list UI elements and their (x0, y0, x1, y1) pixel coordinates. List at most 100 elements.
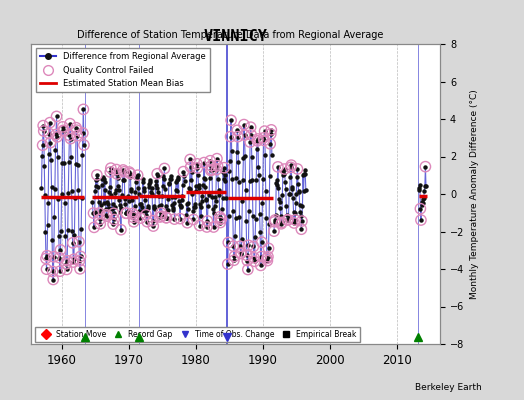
Point (266, 141, 275, 147)
Point (189, 216, 198, 223)
Point (229, 243, 237, 249)
Point (77, 253, 85, 260)
Point (46, 120, 54, 126)
Point (52, 113, 61, 120)
Point (63, 258, 71, 264)
Point (193, 160, 201, 167)
Point (117, 226, 125, 233)
Point (70, 256, 78, 262)
Point (234, 134, 242, 140)
Point (253, 138, 261, 144)
Point (120, 168, 128, 175)
Point (43, 252, 51, 259)
Point (258, 239, 266, 246)
Legend: Station Move, Record Gap, Time of Obs. Change, Empirical Break: Station Move, Record Gap, Time of Obs. C… (35, 326, 360, 342)
Point (90, 224, 99, 230)
Point (160, 165, 169, 172)
Point (213, 156, 221, 162)
Point (293, 166, 302, 172)
Point (89, 210, 97, 216)
Point (283, 217, 291, 223)
Point (50, 254, 58, 260)
Point (291, 217, 299, 223)
Point (259, 135, 268, 141)
Point (183, 220, 192, 226)
Point (250, 254, 258, 261)
Point (56, 247, 64, 253)
Point (170, 216, 179, 222)
Point (206, 158, 214, 164)
Point (287, 162, 296, 168)
Point (195, 222, 204, 229)
Point (230, 253, 238, 260)
Point (109, 221, 117, 227)
Point (243, 252, 251, 258)
Point (53, 134, 61, 140)
Point (246, 124, 255, 130)
Point (264, 245, 272, 252)
Point (95, 210, 103, 216)
Point (65, 132, 73, 138)
Point (128, 210, 137, 217)
Point (80, 142, 88, 148)
Point (216, 216, 225, 222)
Point (257, 254, 266, 260)
Point (187, 164, 195, 170)
Point (148, 218, 157, 224)
Point (106, 169, 114, 175)
Point (278, 219, 286, 226)
Point (72, 127, 81, 133)
Point (208, 166, 216, 173)
Point (134, 172, 142, 178)
Point (162, 214, 170, 221)
Point (233, 127, 242, 134)
Point (56, 268, 64, 274)
Point (230, 257, 238, 264)
Text: Difference of Station Temperature Data from Regional Average: Difference of Station Temperature Data f… (78, 30, 384, 40)
Point (72, 124, 80, 131)
Point (274, 164, 282, 170)
Point (263, 255, 271, 262)
Point (126, 170, 135, 177)
Point (416, 206, 424, 212)
Point (113, 171, 121, 177)
Point (52, 131, 60, 138)
Point (95, 216, 104, 223)
Point (38, 142, 47, 148)
Point (62, 266, 71, 273)
Point (250, 258, 259, 264)
Point (263, 258, 271, 264)
Point (270, 228, 278, 234)
Point (247, 132, 255, 138)
Point (157, 210, 165, 216)
Point (241, 132, 249, 138)
Point (125, 169, 134, 175)
Point (220, 164, 228, 171)
Point (244, 242, 253, 248)
Point (153, 170, 161, 177)
Point (216, 219, 224, 226)
Point (59, 127, 68, 134)
Point (260, 128, 269, 134)
Point (112, 166, 121, 173)
Point (129, 218, 138, 225)
Point (249, 243, 258, 250)
Point (267, 127, 276, 133)
Point (417, 217, 425, 223)
Point (110, 216, 118, 223)
Point (203, 218, 212, 224)
Point (79, 106, 88, 112)
Point (66, 120, 74, 127)
Point (46, 139, 54, 146)
Point (193, 165, 202, 171)
Point (75, 238, 83, 245)
Point (69, 240, 77, 246)
Point (297, 226, 305, 232)
Point (224, 261, 232, 267)
Title: VINNICY: VINNICY (204, 29, 268, 44)
Y-axis label: Monthly Temperature Anomaly Difference (°C): Monthly Temperature Anomaly Difference (… (470, 89, 479, 299)
Point (157, 213, 166, 219)
Point (45, 130, 53, 137)
Point (122, 210, 130, 216)
Point (48, 268, 57, 275)
